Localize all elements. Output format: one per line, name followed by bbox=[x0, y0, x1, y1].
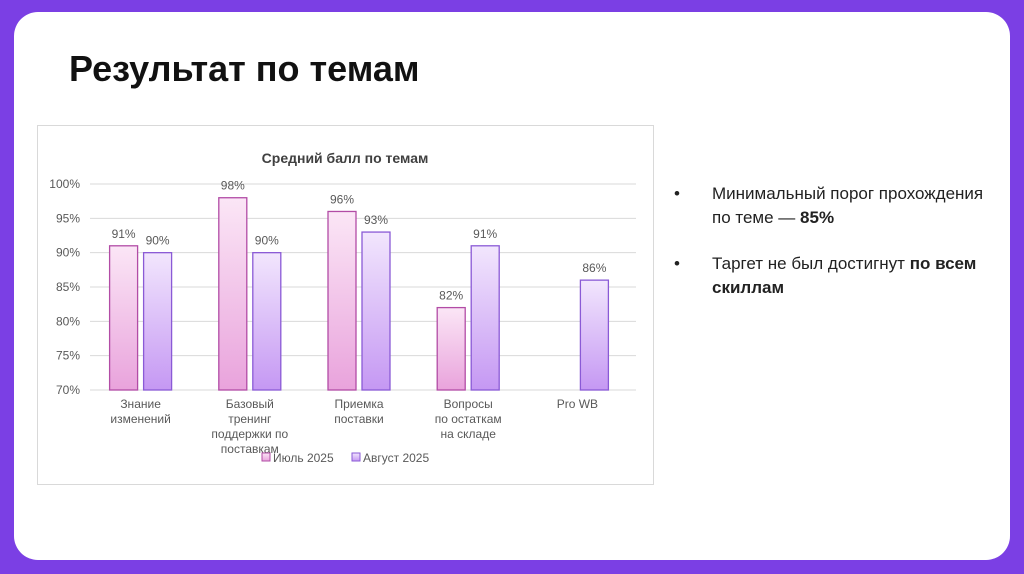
data-label: 91% bbox=[473, 227, 497, 241]
bar bbox=[361, 231, 391, 391]
bar bbox=[252, 252, 282, 391]
slide-title: Результат по темам bbox=[69, 48, 420, 89]
legend-label: Август 2025 bbox=[363, 451, 429, 465]
bar bbox=[470, 245, 500, 391]
x-tick-label: Pro WB bbox=[557, 397, 598, 411]
bar bbox=[579, 279, 610, 391]
bar bbox=[436, 306, 466, 391]
y-tick-label: 80% bbox=[56, 314, 80, 328]
x-tick-label: Приемка поставки bbox=[334, 397, 384, 426]
data-label: 90% bbox=[255, 234, 279, 248]
data-label: 91% bbox=[112, 227, 136, 241]
bar bbox=[327, 210, 357, 391]
y-tick-label: 85% bbox=[56, 280, 80, 294]
data-label: 86% bbox=[582, 261, 606, 275]
bullet-marker: • bbox=[674, 254, 680, 273]
slide: Результат по темам Средний балл по темам… bbox=[14, 12, 1010, 560]
chart-title: Средний балл по темам bbox=[262, 150, 429, 166]
bar bbox=[218, 197, 248, 391]
y-tick-label: 75% bbox=[56, 349, 80, 363]
data-label: 98% bbox=[221, 179, 245, 193]
y-tick-label: 90% bbox=[56, 246, 80, 260]
legend-swatch bbox=[351, 452, 361, 462]
bullet-item: • Таргет не был достигнут по всем скилла… bbox=[674, 252, 994, 300]
x-tick-label: Вопросы по остаткам на складе bbox=[435, 397, 502, 441]
x-tick-label: Базовый тренинг поддержки по поставкам bbox=[211, 397, 288, 456]
data-label: 96% bbox=[330, 192, 354, 206]
chart-container: Средний балл по темам 70% 75% 80% 85% 90% 95% 1… bbox=[37, 125, 654, 485]
bar-chart: Средний балл по темам 70% 75% 80% 85% 90% 95% 1… bbox=[49, 150, 636, 465]
legend-label: Июль 2025 bbox=[273, 451, 334, 465]
bullet-text: Минимальный порог прохождения по теме — bbox=[712, 184, 984, 227]
y-tick-label: 70% bbox=[56, 383, 80, 397]
bullet-list: • Минимальный порог прохождения по теме … bbox=[674, 182, 994, 322]
y-tick-label: 100% bbox=[49, 177, 80, 191]
bullet-bold-text: 85% bbox=[800, 208, 835, 227]
data-label: 82% bbox=[439, 289, 463, 303]
x-tick-label: Знание изменений bbox=[110, 397, 170, 426]
bullet-text: Таргет не был достигнут bbox=[712, 254, 910, 273]
bar bbox=[142, 252, 173, 391]
legend-swatch bbox=[261, 452, 271, 462]
bullet-marker: • bbox=[674, 184, 680, 203]
bullet-item: • Минимальный порог прохождения по теме … bbox=[674, 182, 994, 230]
data-label: 90% bbox=[146, 234, 170, 248]
bar bbox=[108, 245, 139, 391]
bullet-bold-text: по всем скиллам bbox=[712, 254, 977, 297]
data-label: 93% bbox=[364, 213, 388, 227]
y-tick-label: 95% bbox=[56, 211, 80, 225]
